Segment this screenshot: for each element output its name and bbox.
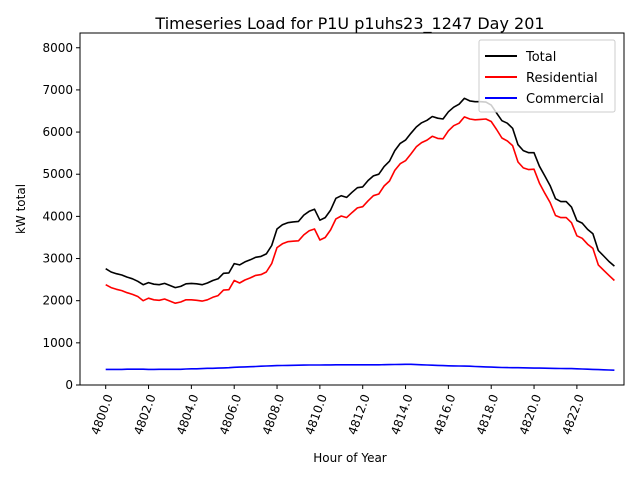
legend-label-total: Total [525, 50, 556, 65]
chart-title: Timeseries Load for P1U p1uhs23_1247 Day… [154, 14, 544, 34]
x-axis-label: Hour of Year [313, 451, 387, 465]
series-layer [105, 97, 615, 371]
y-tick-label: 8000 [42, 41, 73, 55]
legend: Total Residential Commercial [478, 39, 616, 113]
legend-box [478, 39, 616, 113]
y-tick-label: 4000 [42, 209, 73, 223]
y-axis-ticks: 0 1000 2000 3000 4000 5000 6000 7000 8000 [42, 41, 80, 392]
series-line-total [105, 97, 615, 289]
y-tick-label: 0 [65, 378, 73, 392]
y-tick-label: 5000 [42, 167, 73, 181]
legend-label-commercial: Commercial [526, 92, 604, 107]
y-tick-label: 3000 [42, 252, 73, 266]
y-tick-label: 6000 [42, 125, 73, 139]
y-axis-label: kW total [14, 184, 28, 234]
series-line-commercial [105, 363, 615, 371]
y-tick-label: 7000 [42, 83, 73, 97]
legend-label-residential: Residential [526, 71, 598, 86]
y-tick-label: 1000 [42, 336, 73, 350]
plot-area-frame [79, 32, 625, 386]
series-line-residential [105, 116, 615, 305]
y-tick-label: 2000 [42, 294, 73, 308]
